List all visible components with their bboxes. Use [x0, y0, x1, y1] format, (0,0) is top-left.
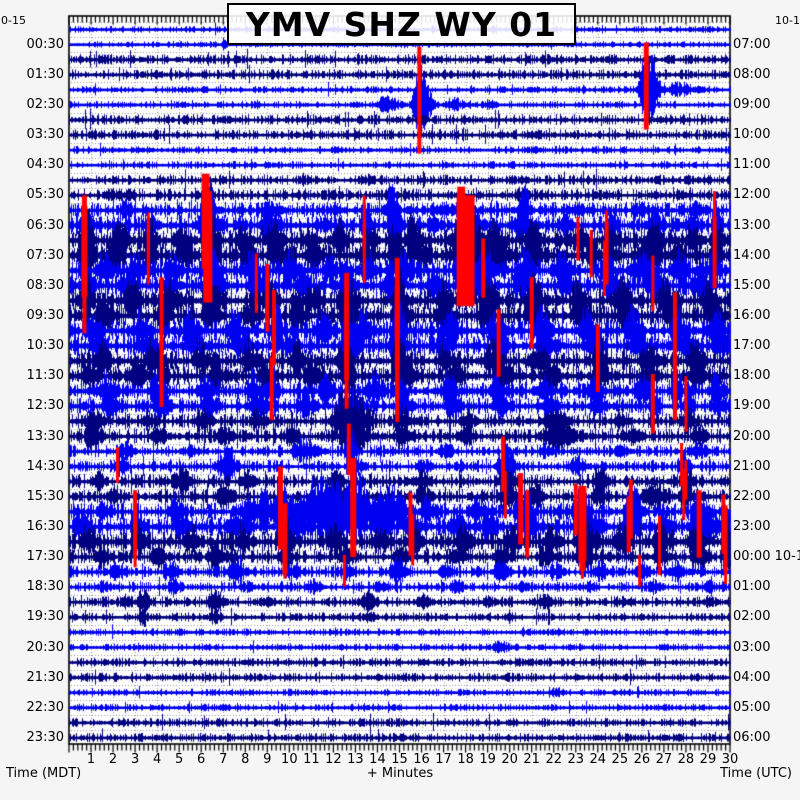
minute-label: 21: [523, 752, 540, 767]
minute-label: 12: [325, 752, 342, 767]
minute-label: 16: [413, 752, 430, 767]
station-title: YMV SHZ WY 01: [245, 4, 558, 44]
right-time-label: 08:00: [733, 66, 771, 82]
minute-label: 19: [479, 752, 496, 767]
right-time-label: 12:00: [733, 187, 771, 203]
left-time-label: 04:30: [26, 157, 64, 173]
left-time-label: 00:30: [26, 36, 64, 52]
left-time-label: 01:30: [26, 66, 64, 82]
left-time-label: 02:30: [26, 97, 64, 113]
minute-label: 18: [457, 752, 474, 767]
left-time-label: 18:30: [26, 579, 64, 595]
axis-label-minutes: + Minutes: [366, 766, 434, 781]
right-time-label: 20:00: [733, 428, 771, 444]
minute-label: 27: [655, 752, 673, 767]
minute-label: 2: [108, 752, 118, 767]
right-time-label: 13:00: [733, 217, 771, 233]
left-time-label: 22:30: [26, 699, 64, 715]
left-time-label: 20:30: [26, 639, 64, 655]
minute-label: 5: [175, 752, 184, 767]
right-time-label: 02:00: [733, 609, 771, 625]
right-time-label: 15:00: [733, 277, 771, 293]
minute-label: 9: [263, 752, 272, 767]
left-time-label: 16:30: [26, 519, 64, 534]
right-time-label: 10:00: [733, 127, 771, 143]
right-time-label: 00:00 10-16: [733, 549, 800, 565]
minute-label: 7: [219, 752, 228, 767]
minute-label: 30: [721, 752, 739, 767]
minute-label: 26: [633, 752, 651, 767]
minute-label: 11: [303, 752, 320, 767]
minute-label: 1: [86, 752, 96, 767]
left-time-label: 17:30: [26, 549, 64, 565]
minute-label: 23: [567, 752, 585, 767]
left-time-label: 08:30: [26, 277, 64, 293]
axis-label-utc: Time (UTC): [720, 766, 792, 781]
right-time-label: 18:00: [733, 368, 771, 384]
date-top-left: 0-15: [1, 14, 26, 27]
left-time-label: 12:30: [26, 398, 64, 414]
minute-label: 28: [677, 752, 695, 767]
left-time-label: 15:30: [26, 488, 64, 504]
right-time-label: 19:00: [733, 398, 771, 414]
minute-label: 29: [699, 752, 717, 767]
right-time-label: 16:00: [733, 308, 771, 324]
minute-label: 24: [589, 752, 607, 767]
minute-label: 20: [501, 752, 518, 767]
left-time-label: 07:30: [26, 247, 64, 263]
right-time-label: 21:00: [733, 458, 771, 474]
left-time-label: 05:30: [26, 187, 64, 203]
left-time-label: 10:30: [26, 338, 64, 354]
left-time-label: 14:30: [26, 458, 64, 474]
axis-label-mdt: Time (MDT): [6, 766, 82, 781]
right-time-label: 05:00: [733, 699, 771, 715]
minute-label: 17: [435, 752, 452, 767]
station-title-box: YMV SHZ WY 01: [227, 3, 576, 45]
right-time-label: 06:00: [733, 729, 771, 745]
right-time-label: 14:00: [733, 247, 771, 263]
left-time-label: 03:30: [26, 127, 64, 143]
minute-label: 25: [611, 752, 629, 767]
left-time-label: 06:30: [26, 217, 64, 233]
left-time-label: 13:30: [26, 428, 64, 444]
right-time-label: 04:00: [733, 669, 771, 685]
left-time-label: 09:30: [26, 308, 64, 324]
right-time-label: 11:00: [733, 157, 771, 173]
minute-label: 8: [241, 752, 250, 767]
minute-label: 4: [152, 752, 162, 767]
right-time-label: 01:00: [733, 579, 771, 595]
right-time-label: 07:00: [733, 36, 771, 52]
minute-label: 22: [545, 752, 562, 767]
minute-label: 14: [369, 752, 386, 767]
right-time-label: 03:00: [733, 639, 771, 655]
right-time-label: 09:00: [733, 97, 771, 113]
right-time-label: 22:00: [733, 488, 771, 504]
left-time-label: 21:30: [26, 669, 64, 685]
minute-label: 6: [197, 752, 206, 767]
right-time-label: 23:00: [733, 519, 771, 534]
left-time-label: 19:30: [26, 609, 64, 625]
minute-label: 15: [391, 752, 408, 767]
date-top-right: 10-1: [775, 14, 800, 27]
minute-label: 13: [347, 752, 364, 767]
right-time-label: 17:00: [733, 338, 771, 354]
minute-label: 10: [281, 752, 298, 767]
minute-label: 3: [130, 752, 140, 767]
left-time-label: 11:30: [26, 368, 64, 384]
left-time-label: 23:30: [26, 729, 64, 745]
